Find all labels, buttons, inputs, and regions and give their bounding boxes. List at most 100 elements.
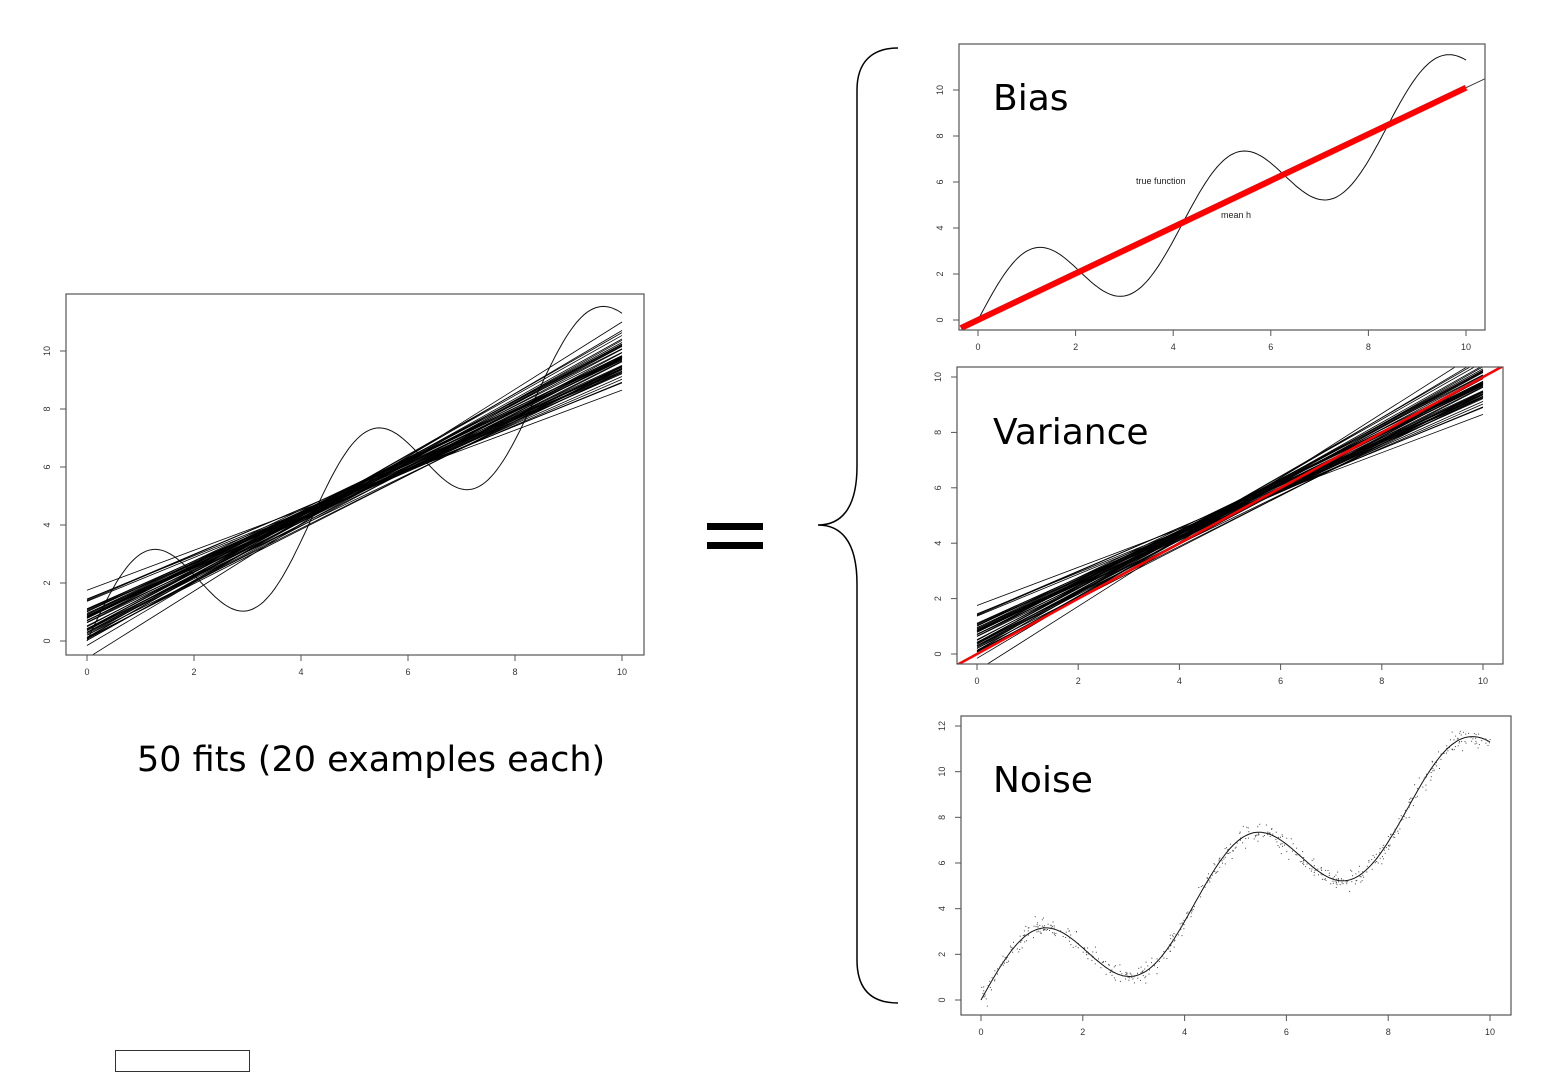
noise-point bbox=[1416, 788, 1418, 790]
noise-point bbox=[1305, 866, 1307, 868]
noise-point bbox=[1110, 971, 1112, 973]
noise-point bbox=[1432, 770, 1434, 772]
fit-line bbox=[86, 376, 623, 614]
noise-point bbox=[1299, 861, 1301, 863]
noise-point bbox=[1125, 974, 1127, 976]
noise-point bbox=[1148, 973, 1150, 975]
noise-point bbox=[1341, 882, 1343, 884]
noise-point bbox=[1119, 964, 1121, 966]
noise-point bbox=[1335, 886, 1337, 888]
noise-point bbox=[1393, 834, 1395, 835]
noise-point bbox=[1247, 827, 1249, 829]
noise-point bbox=[1145, 971, 1147, 972]
noise-point bbox=[1336, 880, 1338, 882]
plot-area-bias bbox=[959, 54, 1485, 330]
noise-point bbox=[1254, 834, 1256, 836]
x-tick-label: 0 bbox=[84, 667, 89, 677]
noise-point bbox=[1223, 856, 1224, 858]
noise-point bbox=[1228, 853, 1230, 854]
noise-point bbox=[1291, 850, 1293, 852]
noise-point bbox=[1172, 941, 1174, 943]
noise-point bbox=[1033, 925, 1035, 927]
noise-point bbox=[1462, 750, 1464, 752]
noise-point bbox=[1200, 886, 1202, 888]
noise-point bbox=[982, 992, 984, 994]
noise-point bbox=[1226, 852, 1228, 854]
noise-point bbox=[1108, 969, 1110, 971]
noise-point bbox=[1053, 933, 1055, 935]
noise-point bbox=[1349, 890, 1351, 892]
noise-point bbox=[1024, 934, 1026, 936]
noise-point bbox=[1027, 927, 1029, 929]
noise-point bbox=[1355, 880, 1357, 882]
x-tick-label: 10 bbox=[617, 667, 627, 677]
noise-point bbox=[1365, 869, 1367, 871]
fit-line bbox=[86, 366, 623, 639]
noise-point bbox=[1451, 731, 1453, 733]
noise-point bbox=[1439, 768, 1440, 769]
noise-point bbox=[985, 998, 987, 1000]
noise-point bbox=[1371, 868, 1373, 870]
fit-line bbox=[86, 361, 623, 634]
noise-point bbox=[1346, 881, 1348, 883]
noise-point bbox=[1282, 841, 1284, 843]
noise-point bbox=[1025, 926, 1027, 927]
noise-point bbox=[1259, 823, 1261, 825]
noise-point bbox=[1178, 934, 1180, 936]
noise-point bbox=[1430, 772, 1432, 773]
noise-point bbox=[1137, 972, 1138, 974]
noise-point bbox=[1010, 945, 1012, 947]
noise-point bbox=[1484, 738, 1486, 740]
noise-point bbox=[1366, 868, 1368, 870]
noise-point bbox=[1168, 948, 1170, 950]
empty-box bbox=[115, 1050, 250, 1072]
noise-point bbox=[1443, 753, 1445, 754]
noise-point bbox=[1295, 854, 1297, 856]
noise-point bbox=[1267, 834, 1269, 836]
noise-point bbox=[1432, 767, 1434, 769]
noise-point bbox=[1375, 853, 1377, 855]
noise-point bbox=[1381, 863, 1383, 865]
noise-point bbox=[991, 989, 992, 991]
noise-point bbox=[1382, 858, 1384, 860]
noise-point bbox=[991, 977, 993, 979]
noise-point bbox=[1292, 843, 1294, 845]
noise-point bbox=[1126, 974, 1128, 976]
noise-point bbox=[1217, 870, 1219, 872]
noise-point bbox=[1456, 738, 1458, 740]
noise-point bbox=[1382, 847, 1384, 849]
noise-point bbox=[1384, 852, 1386, 854]
noise-point bbox=[1412, 805, 1414, 807]
noise-point bbox=[1368, 860, 1370, 861]
noise-point bbox=[1019, 949, 1021, 950]
noise-point bbox=[1394, 828, 1396, 830]
noise-point bbox=[1296, 847, 1298, 849]
noise-point bbox=[1043, 929, 1045, 931]
noise-point bbox=[1360, 876, 1362, 878]
noise-point bbox=[1269, 832, 1271, 834]
noise-point bbox=[1388, 848, 1390, 850]
noise-point bbox=[987, 985, 989, 987]
noise-point bbox=[1424, 778, 1426, 780]
y-tick-label: 6 bbox=[933, 485, 943, 490]
noise-point bbox=[1036, 924, 1038, 926]
noise-point bbox=[1425, 789, 1427, 791]
noise-point bbox=[1141, 971, 1143, 973]
noise-point bbox=[1468, 732, 1470, 734]
noise-point bbox=[1328, 872, 1330, 874]
y-tick-label: 4 bbox=[935, 225, 945, 230]
noise-point bbox=[1130, 973, 1132, 975]
noise-point bbox=[986, 1005, 988, 1007]
noise-point bbox=[1280, 836, 1281, 838]
noise-point bbox=[1442, 752, 1444, 754]
mean-h-line bbox=[959, 84, 1468, 330]
noise-point bbox=[1433, 769, 1435, 771]
noise-point bbox=[1091, 959, 1093, 961]
noise-point bbox=[1172, 936, 1174, 938]
noise-point bbox=[1453, 739, 1455, 741]
noise-point bbox=[1050, 927, 1052, 929]
noise-point bbox=[1333, 876, 1335, 878]
noise-point bbox=[1388, 844, 1389, 846]
noise-point bbox=[1473, 733, 1475, 735]
